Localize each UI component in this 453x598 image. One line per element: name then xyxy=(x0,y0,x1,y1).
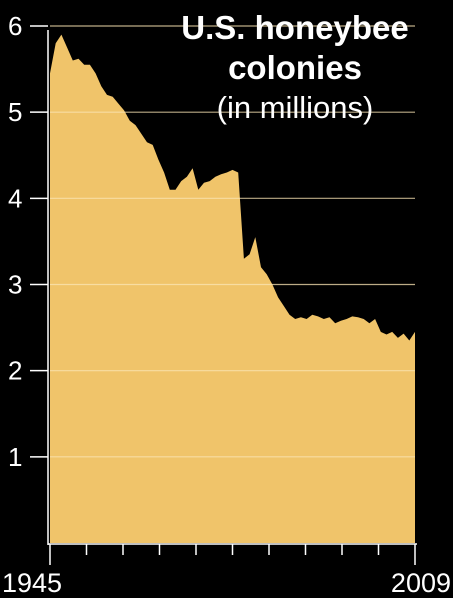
y-tick-label-5: 5 xyxy=(8,97,22,127)
chart-title-line-1: U.S. honeybee xyxy=(181,9,409,46)
y-tick-label-4: 4 xyxy=(8,183,22,213)
chart-title: U.S. honeybee colonies (in millions) xyxy=(160,8,430,128)
x-tick-label-end: 2009 xyxy=(391,568,451,598)
chart-title-line-2: colonies xyxy=(228,49,362,86)
gridline-overlay xyxy=(50,25,415,458)
x-axis-ticks xyxy=(49,544,416,565)
x-tick-label-start: 1945 xyxy=(2,568,62,598)
y-tick-label-3: 3 xyxy=(8,270,22,300)
honeybee-colonies-area xyxy=(50,34,415,543)
y-axis-ticks: 1 2 3 4 5 6 xyxy=(8,11,48,472)
y-tick-label-2: 2 xyxy=(8,356,22,386)
y-tick-label-6: 6 xyxy=(8,11,22,41)
chart-subtitle: (in millions) xyxy=(216,90,374,125)
y-tick-label-1: 1 xyxy=(8,442,22,472)
